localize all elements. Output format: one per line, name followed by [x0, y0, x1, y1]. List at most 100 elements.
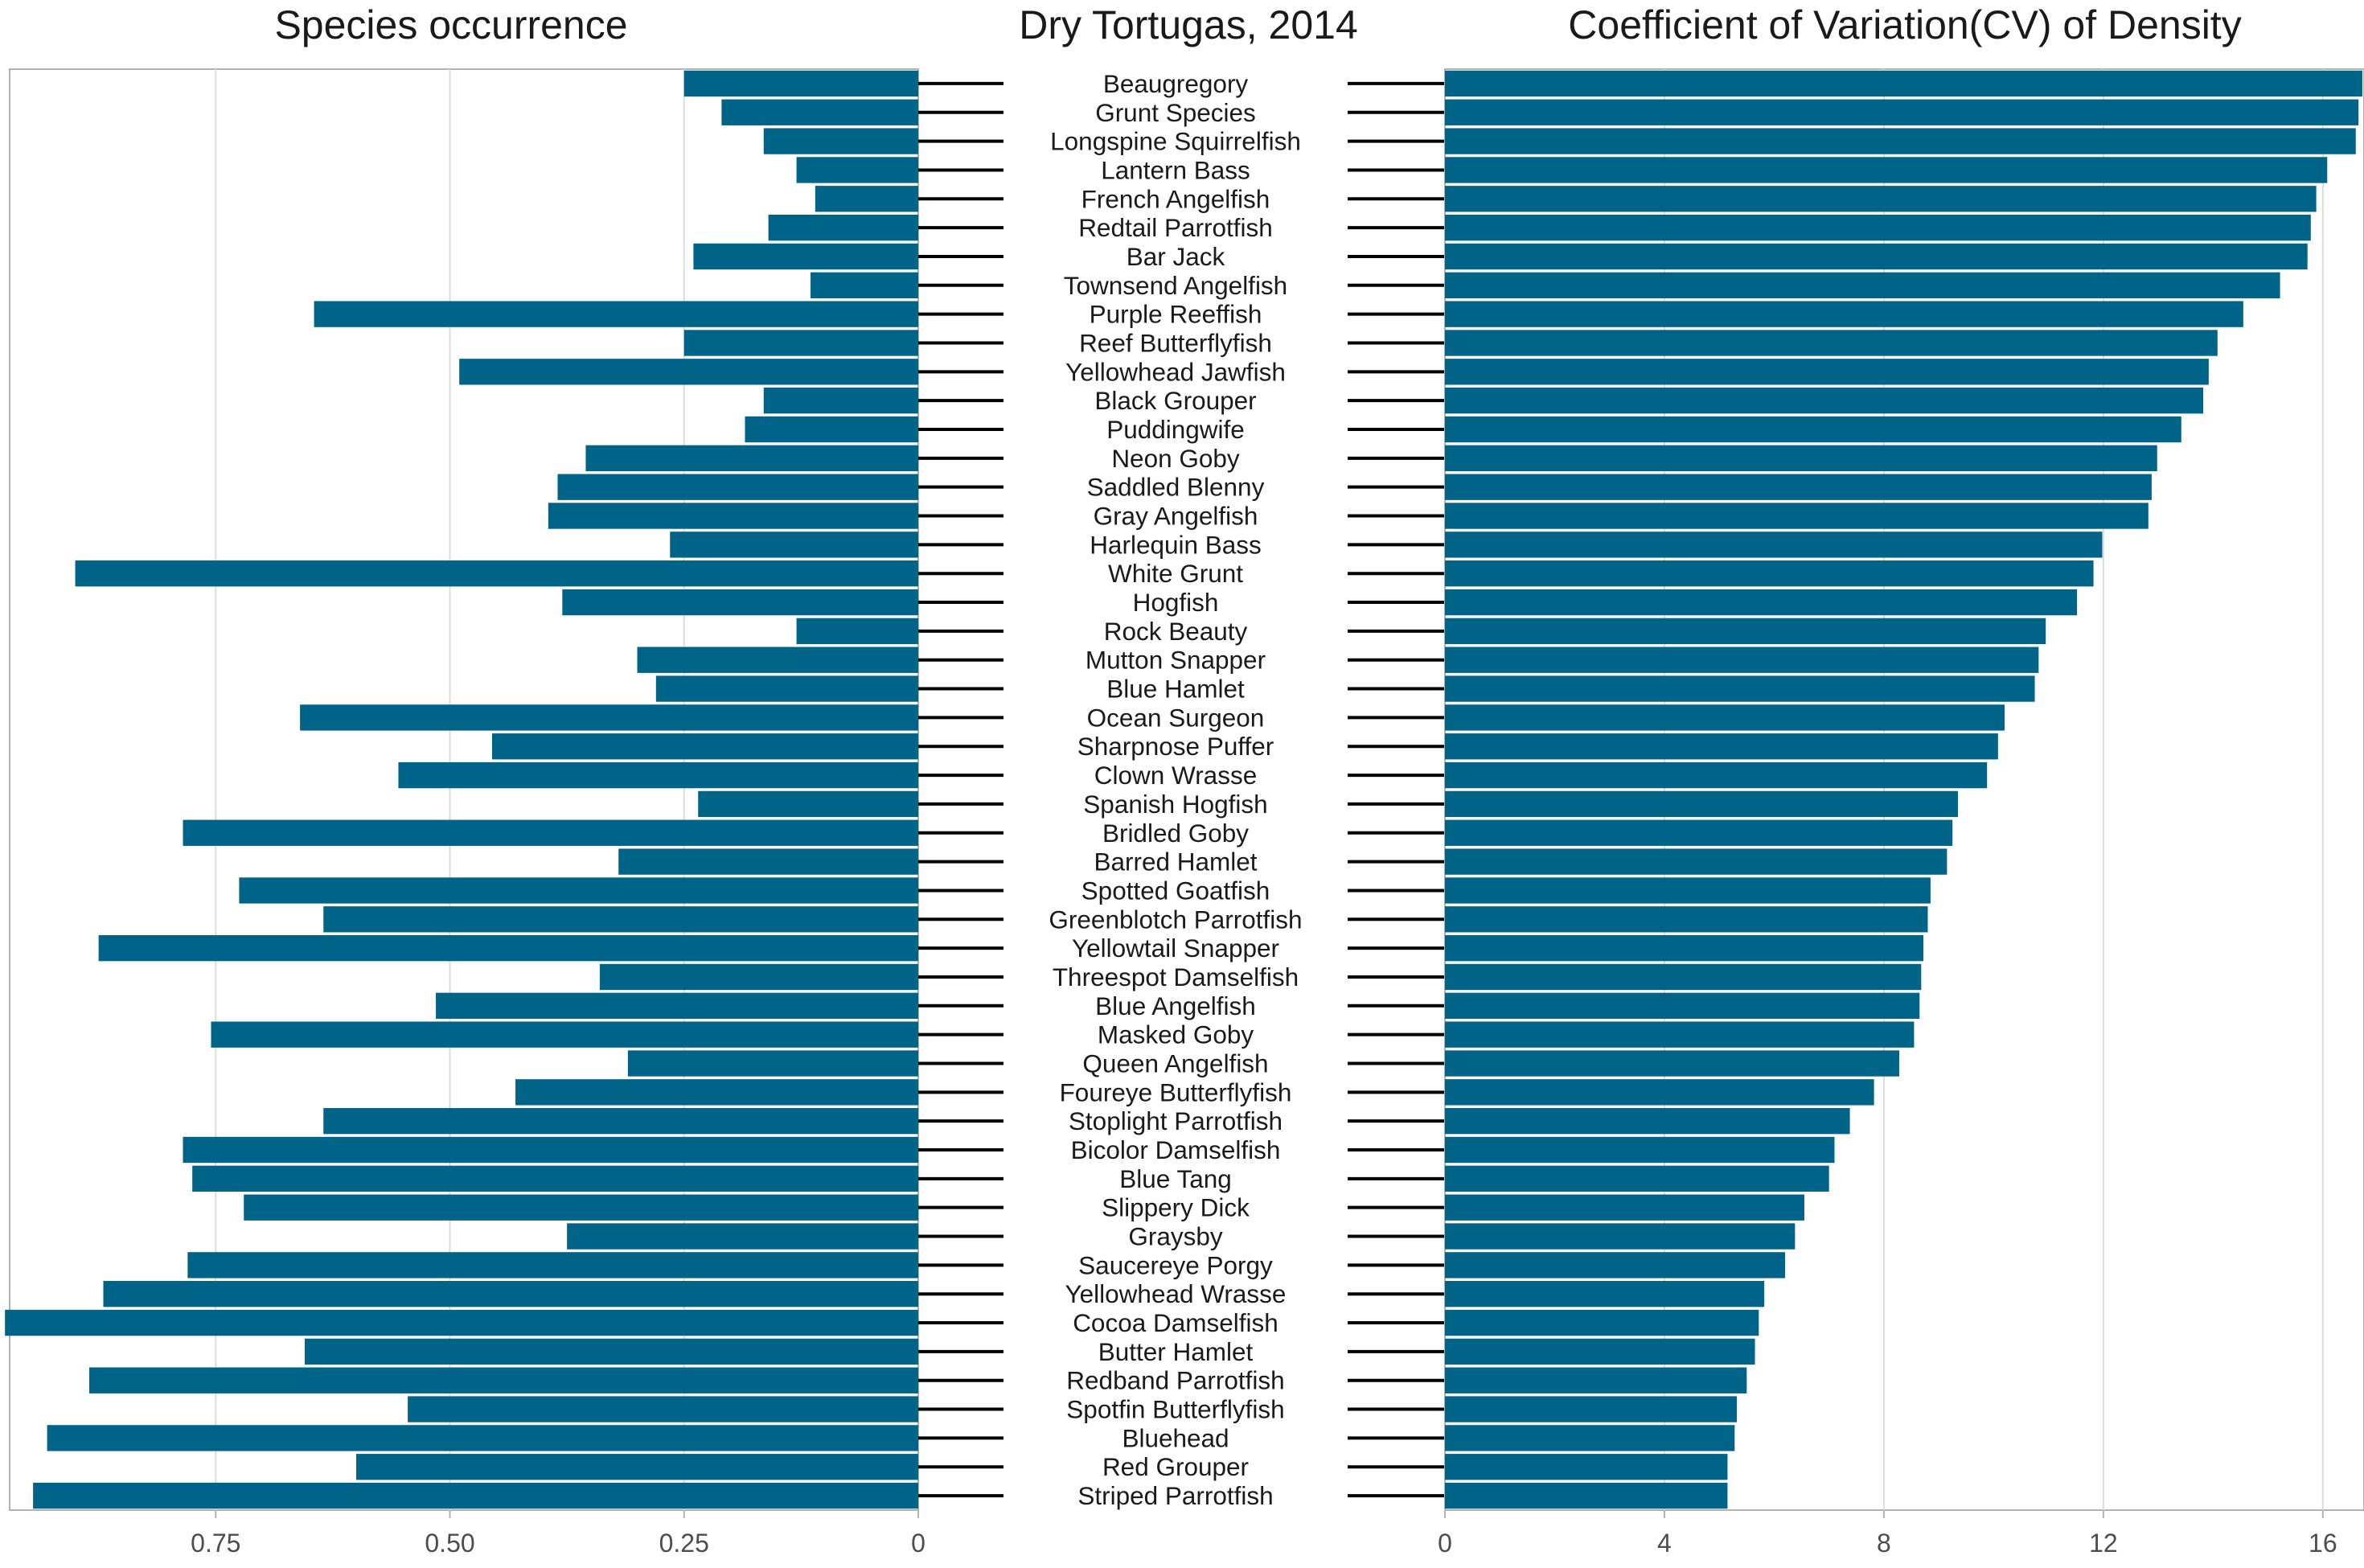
- occurrence-bar: [763, 387, 918, 414]
- cv-density-bar: [1445, 1021, 1915, 1048]
- species-label: White Grunt: [1108, 559, 1243, 588]
- species-label: Sharpnose Puffer: [1077, 732, 1274, 761]
- occurrence-bar: [548, 503, 918, 529]
- species-label: Spotted Goatfish: [1081, 876, 1270, 905]
- cv-density-bar: [1445, 214, 2311, 241]
- species-label: Spanish Hogfish: [1083, 790, 1267, 819]
- cv-density-bar: [1445, 761, 1988, 789]
- occurrence-bar: [562, 589, 918, 616]
- occurrence-bar: [796, 618, 918, 645]
- cv-density-bar: [1445, 1367, 1747, 1394]
- cv-density-bar: [1445, 1309, 1759, 1336]
- cv-density-bar: [1445, 186, 2317, 212]
- species-label: Blue Angelfish: [1095, 991, 1256, 1020]
- cv-density-bar: [1445, 1338, 1755, 1365]
- occurrence-bar: [304, 1338, 919, 1365]
- species-label: Queen Angelfish: [1082, 1049, 1268, 1077]
- occurrence-bar: [103, 1281, 918, 1307]
- occurrence-bar: [356, 1454, 919, 1480]
- left-panel-frame: [9, 68, 919, 1511]
- occurrence-bar: [618, 848, 918, 875]
- occurrence-bar: [314, 301, 918, 327]
- occurrence-bar: [515, 1079, 918, 1106]
- cv-density-bar: [1445, 1396, 1738, 1422]
- left-axis-tick-label: 0.25: [659, 1529, 709, 1558]
- species-label: Striped Parrotfish: [1077, 1481, 1273, 1510]
- cv-density-bar: [1445, 1136, 1835, 1164]
- cv-density-bar: [1445, 1454, 1728, 1480]
- species-label: Graysby: [1128, 1222, 1223, 1251]
- cv-density-bar: [1445, 70, 2362, 97]
- cv-density-bar: [1445, 1281, 1765, 1307]
- cv-density-bar: [1445, 733, 1998, 760]
- occurrence-bar: [655, 675, 918, 702]
- cv-density-bar: [1445, 704, 2005, 731]
- right-axis-tick-label: 0: [1438, 1529, 1452, 1558]
- occurrence-bar: [693, 243, 918, 270]
- occurrence-bar: [637, 646, 918, 673]
- species-label: Bar Jack: [1127, 242, 1225, 271]
- species-label: Gray Angelfish: [1094, 502, 1258, 531]
- species-label: Mutton Snapper: [1086, 646, 1266, 675]
- species-label: Foureye Butterflyfish: [1060, 1077, 1292, 1106]
- species-label: Bridled Goby: [1102, 819, 1249, 848]
- cv-density-bar: [1445, 589, 2078, 616]
- cv-density-bar: [1445, 99, 2359, 125]
- cv-density-bar: [1445, 128, 2356, 154]
- occurrence-bar: [557, 474, 918, 500]
- cv-density-bar: [1445, 330, 2218, 356]
- species-label: Redband Parrotfish: [1066, 1366, 1284, 1395]
- cv-density-bar: [1445, 934, 1924, 962]
- cv-density-bar: [1445, 906, 1928, 933]
- species-label: Neon Goby: [1111, 444, 1240, 473]
- cv-density-bar: [1445, 618, 2046, 645]
- right-axis-tick-label: 8: [1877, 1529, 1891, 1558]
- cv-density-bar: [1445, 877, 1931, 904]
- occurrence-bar: [745, 416, 918, 443]
- right-axis-tick-label: 4: [1657, 1529, 1672, 1558]
- cv-density-bar: [1445, 532, 2103, 558]
- occurrence-bar: [721, 99, 918, 125]
- species-label: Cocoa Damselfish: [1073, 1308, 1278, 1337]
- cv-density-bar: [1445, 1079, 1874, 1106]
- center-title: Dry Tortugas, 2014: [1019, 2, 1358, 47]
- species-label: Lantern Bass: [1101, 155, 1250, 184]
- species-label: Yellowtail Snapper: [1072, 934, 1279, 963]
- cv-density-panel: 0 4 8 12 16: [1438, 68, 2364, 1558]
- species-label: Purple Reeffish: [1090, 300, 1262, 329]
- species-label: Clown Wrasse: [1094, 761, 1257, 790]
- species-label: Grunt Species: [1095, 98, 1256, 127]
- cv-density-bar: [1445, 1107, 1850, 1135]
- species-label: Butter Hamlet: [1098, 1337, 1254, 1366]
- species-label: Beaugregory: [1103, 69, 1249, 98]
- cv-density-bar: [1445, 272, 2280, 298]
- species-label: Red Grouper: [1102, 1452, 1249, 1481]
- right-panel-frame: [1444, 68, 2364, 1511]
- occurrence-bar: [183, 1136, 919, 1164]
- occurrence-bar: [567, 1223, 918, 1250]
- occurrence-bar: [244, 1194, 918, 1221]
- occurrence-bar: [491, 733, 918, 760]
- species-label: Harlequin Bass: [1090, 530, 1262, 559]
- right-panel-title: Coefficient of Variation(CV) of Density: [1568, 2, 2241, 47]
- occurrence-bar: [408, 1396, 918, 1422]
- occurrence-bar: [192, 1165, 919, 1192]
- cv-density-bar: [1445, 560, 2094, 587]
- cv-density-bar: [1445, 503, 2149, 529]
- species-label: Saddled Blenny: [1087, 473, 1265, 502]
- species-label: Yellowhead Wrasse: [1065, 1279, 1287, 1308]
- species-label: Saucereye Porgy: [1078, 1250, 1273, 1279]
- species-label: Redtail Parrotfish: [1078, 213, 1273, 242]
- occurrence-bar: [75, 560, 919, 587]
- left-panel-title: Species occurrence: [274, 2, 627, 47]
- occurrence-bar: [239, 877, 919, 904]
- species-occurrence-panel: 0.75 0.50 0.25 0: [5, 68, 925, 1558]
- occurrence-bar: [796, 157, 918, 183]
- cv-density-bar: [1445, 387, 2204, 414]
- species-label: Townsend Angelfish: [1064, 271, 1287, 300]
- cv-density-bar: [1445, 474, 2152, 500]
- cv-density-bar: [1445, 1482, 1728, 1509]
- species-label: Bluehead: [1122, 1423, 1229, 1452]
- species-label: Hogfish: [1133, 588, 1219, 617]
